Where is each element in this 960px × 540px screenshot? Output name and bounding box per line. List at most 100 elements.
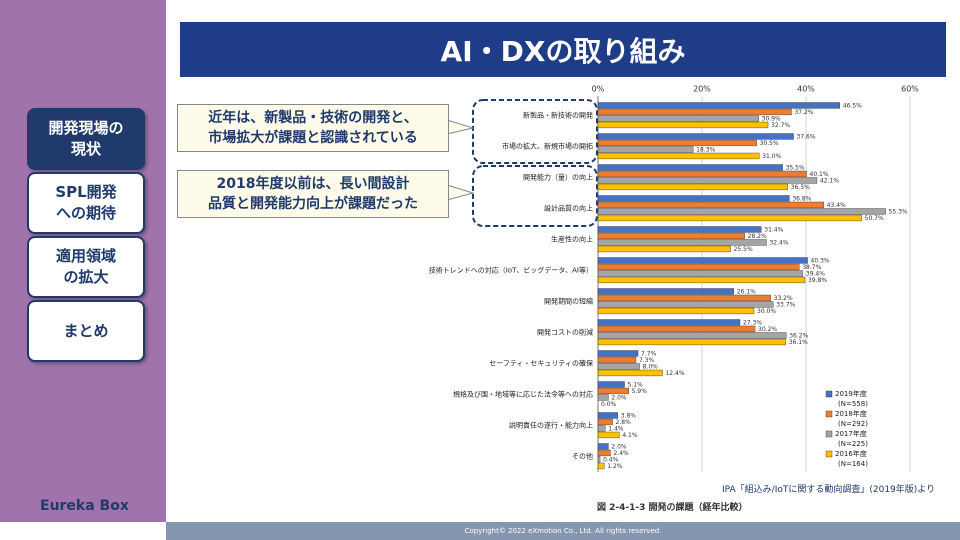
menu-text: への期待 xyxy=(55,204,116,222)
y-tick-label: 開発期間の短縮 xyxy=(544,297,593,306)
value-label: 5.1% xyxy=(628,381,644,388)
legend-sample: (N=558) xyxy=(838,400,868,408)
value-label: 25.5% xyxy=(734,246,753,253)
bar xyxy=(597,139,757,147)
y-tick-label: 設計品質の向上 xyxy=(544,204,593,213)
bar xyxy=(597,245,731,253)
caption: 図 2-4-1-3 開発の課題（経年比較） xyxy=(597,503,748,513)
menu-text: SPL開発 xyxy=(55,183,117,201)
bar xyxy=(597,301,774,308)
bar xyxy=(597,195,790,202)
highlight-box xyxy=(472,99,598,164)
value-label: 32.7% xyxy=(771,122,790,129)
y-tick-label: 市場の拡大、新規市場の開拓 xyxy=(502,142,593,151)
value-label: 36.1% xyxy=(789,339,808,346)
bar xyxy=(597,177,818,184)
value-label: 43.4% xyxy=(827,202,846,209)
bar xyxy=(597,449,611,457)
bar xyxy=(597,456,601,463)
value-label: 2.8% xyxy=(616,419,632,426)
callout-text: 2018年度以前は、長い間設計 xyxy=(216,176,410,192)
legend-sample: (N=164) xyxy=(838,460,868,468)
bar xyxy=(597,208,886,215)
bar xyxy=(597,418,613,426)
bar xyxy=(597,425,606,432)
bar xyxy=(597,369,663,377)
bar xyxy=(597,462,605,470)
legend-label: 2016年度 xyxy=(835,449,867,458)
bar xyxy=(597,183,789,191)
value-label: 35.5% xyxy=(786,164,805,171)
value-label: 31.0% xyxy=(762,153,781,160)
value-label: 7.3% xyxy=(639,357,655,364)
y-tick-label: 開発コストの削減 xyxy=(537,328,593,337)
value-label: 40.1% xyxy=(810,171,829,178)
bar xyxy=(597,387,629,395)
highlight-box xyxy=(472,165,598,227)
y-tick-label: 技術トレンドへの対応（IoT、ビッグデータ、AI等） xyxy=(429,266,593,275)
y-tick-label: 生産性の向上 xyxy=(551,235,593,244)
value-label: 33.2% xyxy=(774,295,793,302)
legend-swatch xyxy=(825,410,833,418)
value-label: 0.0% xyxy=(601,401,617,408)
chart: 0% 20% 40% 60% 新製品・新技術の開発 46.5% 37.2% 30.9%32.7… xyxy=(429,85,919,472)
bar xyxy=(597,226,762,233)
value-label: 8.0% xyxy=(643,363,659,370)
value-label: 26.1% xyxy=(737,288,756,295)
bar xyxy=(597,108,792,116)
callout-pointer xyxy=(446,184,475,201)
legend-label: 2019年度 xyxy=(835,389,867,398)
menu-item: 開発現場の 現状 xyxy=(27,108,145,170)
bar xyxy=(597,146,694,153)
x-tick-label: 0% xyxy=(592,85,605,94)
x-tick-label: 20% xyxy=(693,85,711,94)
bar xyxy=(597,350,639,357)
value-label: 2.0% xyxy=(611,394,627,401)
bar xyxy=(597,263,800,271)
bar xyxy=(597,443,609,450)
bar xyxy=(597,201,824,209)
bar xyxy=(597,214,862,222)
bar xyxy=(597,288,734,295)
value-label: 3.8% xyxy=(621,412,637,419)
menu-text: の拡大 xyxy=(63,268,109,286)
bar xyxy=(597,170,807,178)
y-tick-label: 新製品・新技術の開発 xyxy=(523,111,593,120)
y-tick-label: 規格及び国・地域等に応じた法令等への対応 xyxy=(453,390,593,399)
menu-item: まとめ xyxy=(27,300,145,362)
bar xyxy=(597,332,787,339)
bar xyxy=(597,257,808,264)
value-label: 2.4% xyxy=(613,450,629,457)
value-label: 38.7% xyxy=(802,264,821,271)
value-label: 39.8% xyxy=(808,277,827,284)
value-label: 4.1% xyxy=(622,432,638,439)
callout: 2018年度以前は、長い間設計 品質と開発能力向上が課題だった xyxy=(177,170,449,218)
footer: Copyright© 2022 eXmotion Co., Ltd. All r… xyxy=(166,522,960,540)
value-label: 2.0% xyxy=(611,443,627,450)
legend-label: 2017年度 xyxy=(835,429,867,438)
bar xyxy=(597,121,769,129)
value-label: 30.5% xyxy=(760,140,779,147)
bar xyxy=(597,412,618,419)
bar xyxy=(597,164,783,171)
value-label: 36.5% xyxy=(791,184,810,191)
value-label: 30.0% xyxy=(757,308,776,315)
menu-item: 適用領域 の拡大 xyxy=(27,236,145,298)
value-label: 37.6% xyxy=(797,133,816,140)
bar xyxy=(597,307,755,315)
value-label: 0.4% xyxy=(603,456,619,463)
callout-text: 近年は、新製品・技術の開発と、 xyxy=(208,110,418,126)
x-tick-label: 40% xyxy=(797,85,815,94)
slide-title: AI・DXの取り組み xyxy=(180,22,946,77)
menu-item: SPL開発への期待 xyxy=(27,172,145,234)
menu-text: 適用領域 xyxy=(55,247,116,265)
value-label: 5.9% xyxy=(632,388,648,395)
value-label: 55.3% xyxy=(889,208,908,215)
legend-label: 2018年度 xyxy=(835,409,867,418)
callout-pointer xyxy=(446,119,475,135)
bar xyxy=(597,431,620,439)
bar xyxy=(597,232,745,240)
bar xyxy=(597,276,806,284)
bar xyxy=(597,338,786,346)
